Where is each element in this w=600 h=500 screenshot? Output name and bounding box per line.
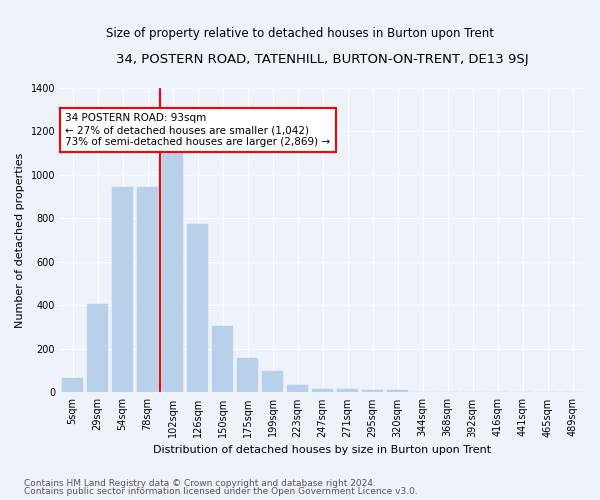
Y-axis label: Number of detached properties: Number of detached properties bbox=[15, 152, 25, 328]
X-axis label: Distribution of detached houses by size in Burton upon Trent: Distribution of detached houses by size … bbox=[154, 445, 491, 455]
Text: Size of property relative to detached houses in Burton upon Trent: Size of property relative to detached ho… bbox=[106, 28, 494, 40]
Bar bbox=[137, 186, 158, 392]
Bar bbox=[337, 389, 358, 392]
Bar bbox=[237, 358, 258, 392]
Bar bbox=[312, 389, 333, 392]
Bar bbox=[112, 186, 133, 392]
Bar bbox=[187, 224, 208, 392]
Bar bbox=[262, 372, 283, 392]
Text: Contains HM Land Registry data © Crown copyright and database right 2024.: Contains HM Land Registry data © Crown c… bbox=[24, 478, 376, 488]
Text: Contains public sector information licensed under the Open Government Licence v3: Contains public sector information licen… bbox=[24, 487, 418, 496]
Bar bbox=[212, 326, 233, 392]
Text: 34 POSTERN ROAD: 93sqm
← 27% of detached houses are smaller (1,042)
73% of semi-: 34 POSTERN ROAD: 93sqm ← 27% of detached… bbox=[65, 114, 331, 146]
Bar bbox=[387, 390, 408, 392]
Bar bbox=[62, 378, 83, 392]
Bar bbox=[287, 385, 308, 392]
Bar bbox=[87, 304, 108, 392]
Title: 34, POSTERN ROAD, TATENHILL, BURTON-ON-TRENT, DE13 9SJ: 34, POSTERN ROAD, TATENHILL, BURTON-ON-T… bbox=[116, 52, 529, 66]
Bar bbox=[162, 152, 183, 392]
Bar bbox=[362, 390, 383, 392]
